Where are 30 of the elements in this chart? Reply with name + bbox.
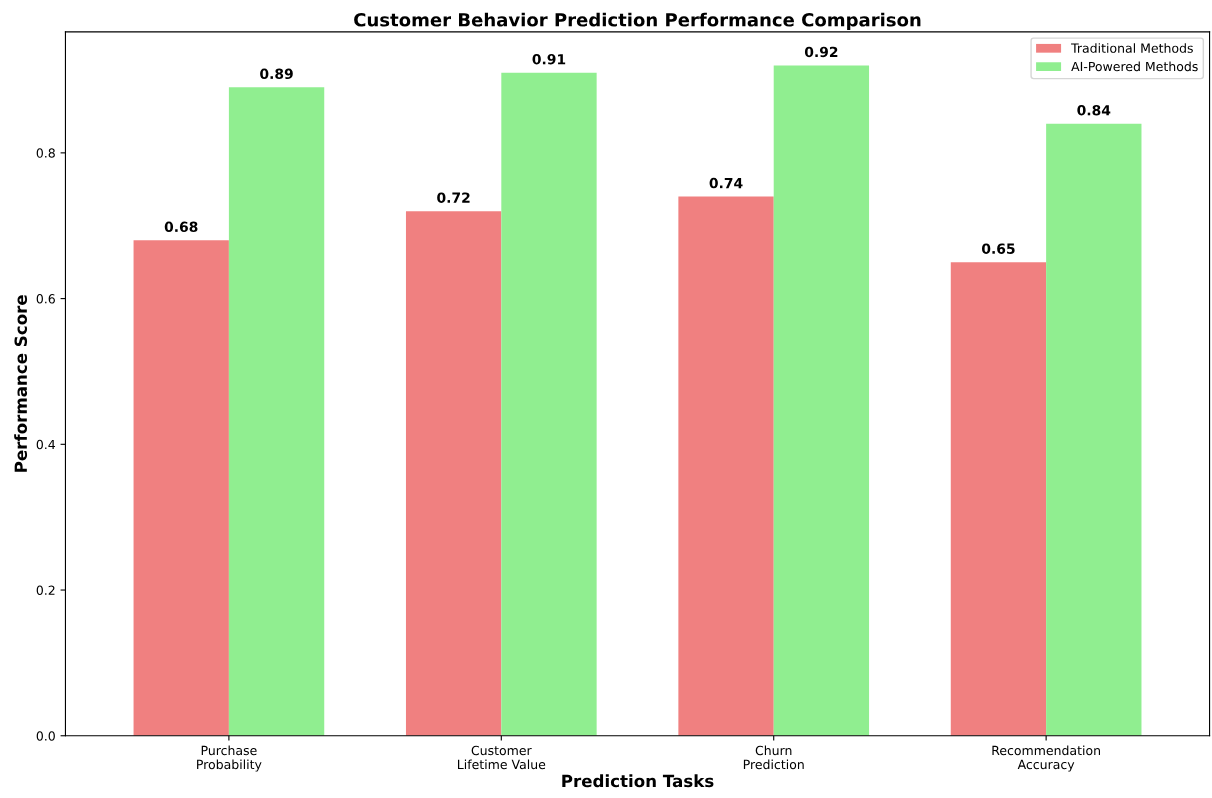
- data-label: 0.74: [709, 177, 743, 189]
- legend-label: Traditional Methods: [1071, 43, 1193, 53]
- x-tick-label: Purchase Probability: [197, 745, 262, 772]
- bar: [773, 65, 870, 736]
- x-tick-label: Customer Lifetime Value: [458, 745, 546, 770]
- bar: [678, 196, 774, 736]
- data-label: 0.84: [1077, 104, 1111, 116]
- y-tick-label: 0.0: [36, 731, 55, 741]
- x-tick-label: Recommendation Accuracy: [992, 745, 1100, 772]
- data-label: 0.72: [437, 192, 470, 203]
- y-tick-label: 0.4: [36, 439, 56, 450]
- x-axis-title: Prediction Tasks: [562, 774, 714, 788]
- legend-label: AI-Powered Methods: [1071, 61, 1198, 72]
- chart-title: Customer Behavior Prediction Performance Comparison: [354, 12, 921, 31]
- y-tick-label: 0.6: [36, 294, 55, 304]
- y-tick-label: 0.8: [36, 148, 55, 158]
- bar: [950, 262, 1047, 736]
- y-axis-title: Performance Score: [14, 295, 28, 472]
- bar: [501, 72, 597, 736]
- data-label: 0.68: [164, 221, 198, 233]
- data-label: 0.91: [532, 53, 566, 65]
- bar: [1046, 123, 1142, 736]
- data-label: 0.92: [804, 46, 838, 58]
- y-tick-label: 0.2: [36, 585, 55, 595]
- data-label: 0.89: [260, 68, 293, 80]
- data-label: 0.65: [981, 243, 1015, 254]
- bar: [133, 240, 229, 736]
- bar: [405, 211, 502, 736]
- bar: [228, 87, 325, 736]
- x-tick-label: Churn Prediction: [743, 745, 804, 770]
